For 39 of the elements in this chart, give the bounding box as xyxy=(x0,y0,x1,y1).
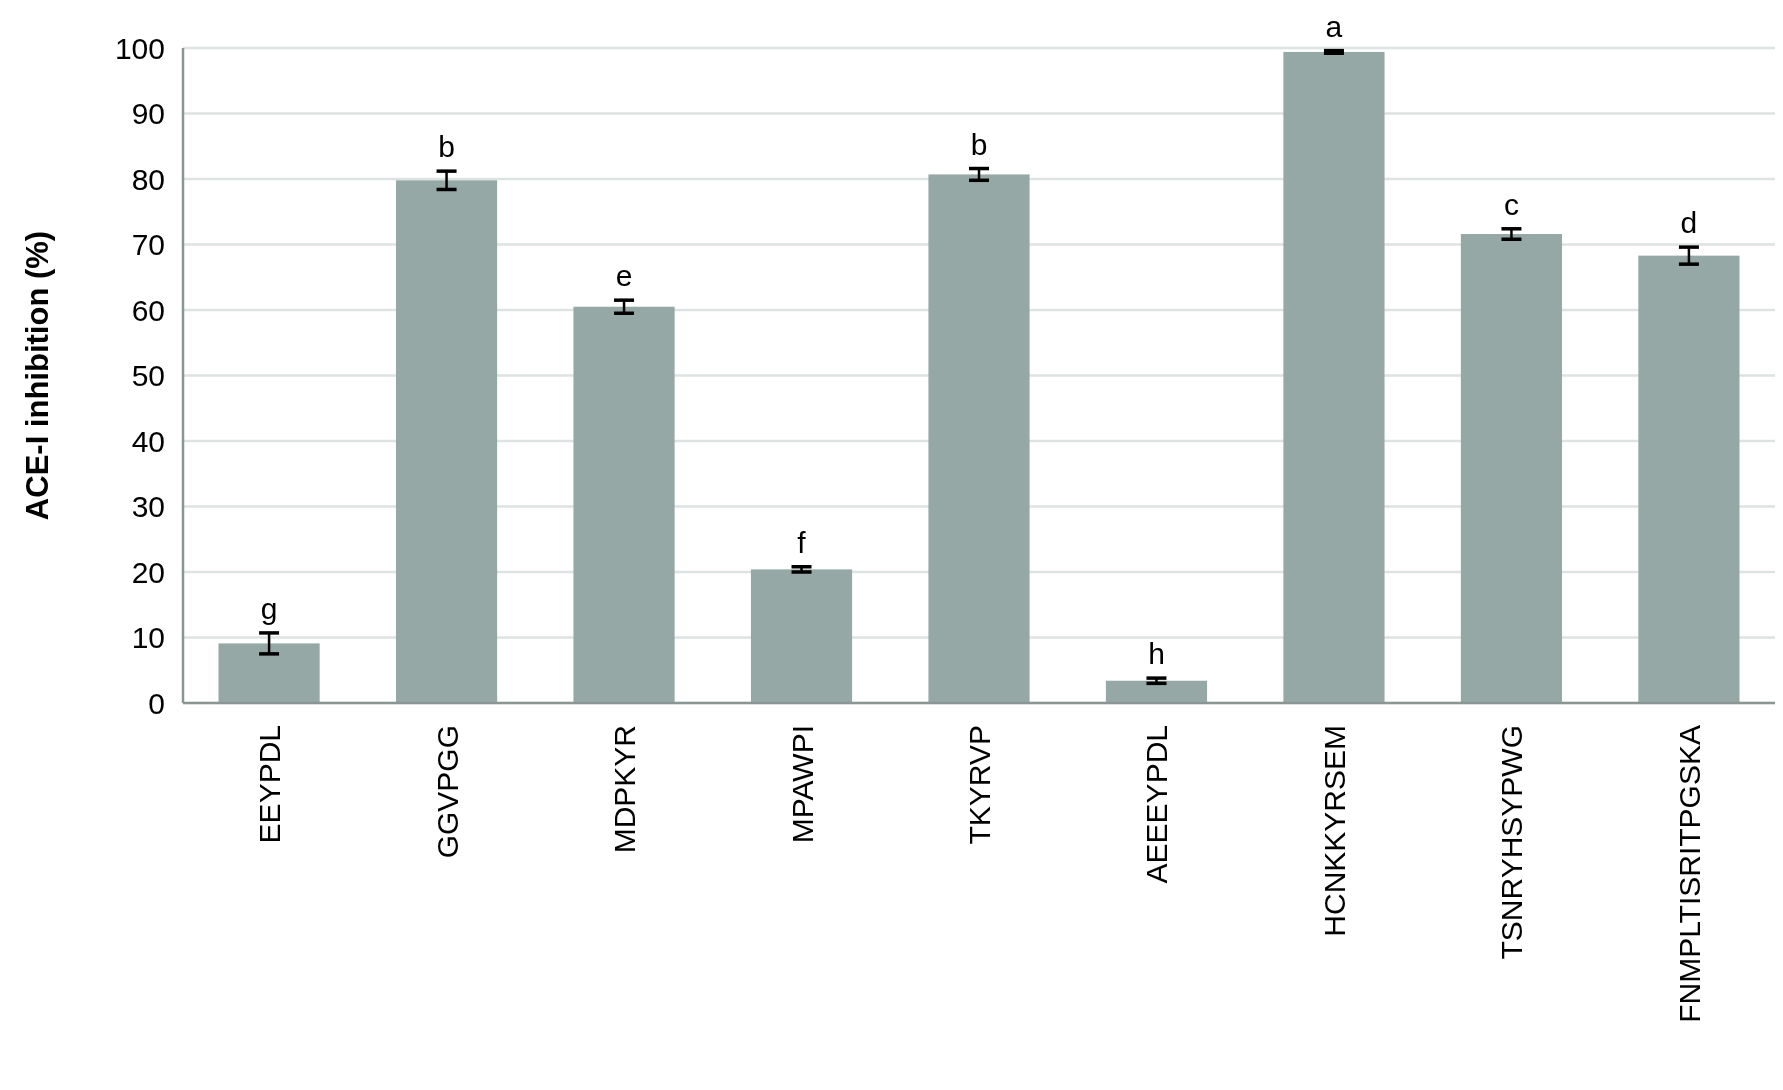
annotation: e xyxy=(615,259,633,293)
y-tick-label: 60 xyxy=(131,293,165,327)
bar xyxy=(1460,234,1563,703)
bar xyxy=(573,306,675,703)
y-tick-label: 20 xyxy=(131,555,165,589)
bar xyxy=(928,174,1030,703)
x-tick-label: TSNRYHSYPWG xyxy=(1495,725,1529,960)
annotation: f xyxy=(797,525,807,559)
y-tick-label: 100 xyxy=(114,31,165,65)
annotation: a xyxy=(1325,9,1343,43)
annotation: b xyxy=(970,127,988,161)
x-tick-label: FNMPLTISRITPGSKA xyxy=(1672,725,1706,1023)
annotation: d xyxy=(1680,206,1698,240)
bar xyxy=(750,569,853,703)
x-tick-label: MDPKYR xyxy=(608,725,642,854)
y-tick-label: 0 xyxy=(148,686,165,720)
bar xyxy=(218,643,320,703)
bar xyxy=(1283,51,1385,703)
bar xyxy=(1105,680,1208,703)
y-tick-label: 50 xyxy=(131,359,165,392)
annotation: g xyxy=(260,591,278,625)
x-tick-label: TKYRVP xyxy=(963,725,996,845)
x-tick-label: AEEEYPDL xyxy=(1140,725,1174,884)
y-tick-label: 40 xyxy=(131,424,165,458)
y-tick-label: 10 xyxy=(131,621,165,654)
x-tick-label: GGVPGG xyxy=(430,725,464,859)
x-tick-label: HCNKKYRSEM xyxy=(1317,725,1351,937)
y-tick-label: 80 xyxy=(131,162,165,196)
annotation: h xyxy=(1148,637,1165,671)
y-tick-label: 30 xyxy=(131,490,165,523)
bar xyxy=(395,180,498,703)
x-tick-label: EEYPDL xyxy=(253,725,287,844)
y-axis-title: ACE-I inhibition (%) xyxy=(20,230,55,521)
annotation: c xyxy=(1503,187,1519,221)
y-tick-label: 70 xyxy=(131,228,165,261)
x-tick-label: MPAWPI xyxy=(785,725,819,844)
bar xyxy=(1638,255,1740,703)
annotation: b xyxy=(438,130,455,164)
y-tick-label: 90 xyxy=(131,97,165,130)
